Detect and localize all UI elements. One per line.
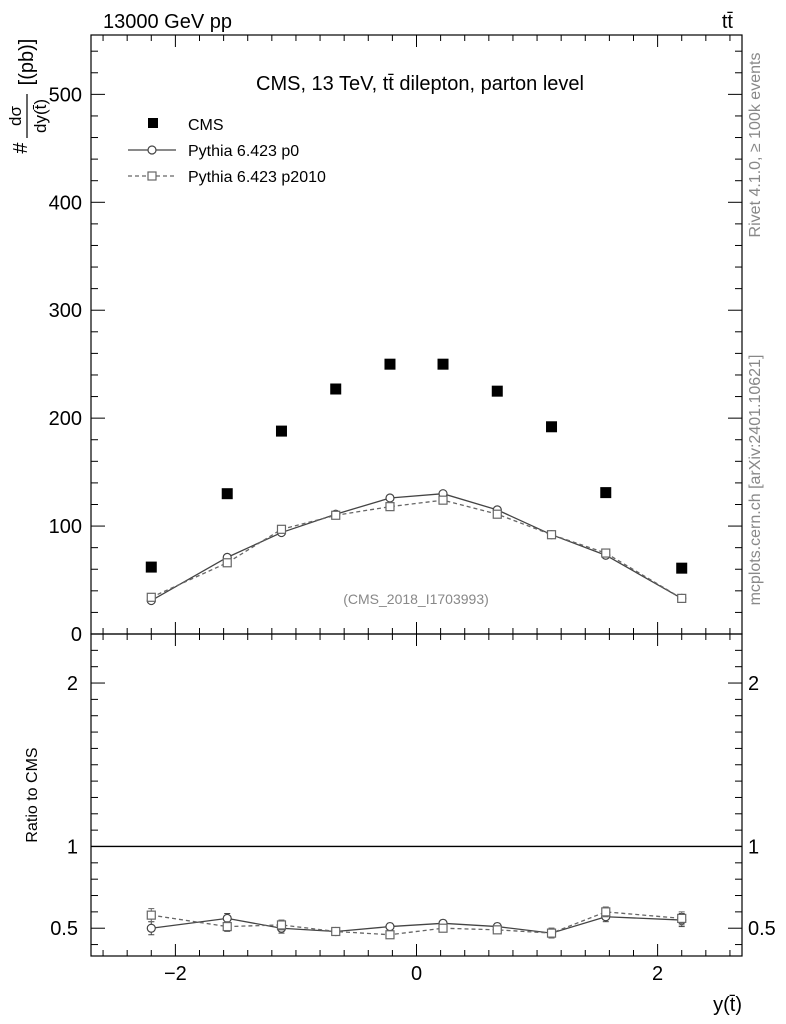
x-tick-label: 2 [652,963,663,985]
mc-p2010-point [276,524,287,534]
series-line-ratio-1 [151,911,682,936]
y-tick-label-ratio-right: 2 [748,673,759,695]
y-axis-label: # dσ dy(t̄) [(pb)] [6,39,50,154]
legend-p2010-label: Pythia 6.423 p2010 [188,169,326,186]
legend-p2010-marker [147,171,157,181]
mc-p0-ratio-point [385,921,395,932]
y-tick-label-main: 100 [49,516,82,538]
y-tick-label-main: 300 [49,300,82,322]
y-tick-label-ratio-right: 1 [748,836,759,858]
cms-data-point [676,562,688,574]
chart-title: CMS, 13 TeV, tt̄ dilepton, parton level [256,73,584,95]
mc-p2010-ratio-point [492,925,502,935]
cms-data-point [437,358,449,370]
mcplots-label: mcplots.cern.ch [arXiv:2401.10621] [747,355,764,606]
mc-p2010-ratio-point [276,920,287,930]
mc-p2010-ratio-point [146,910,156,920]
mc-p2010-ratio-point [222,921,232,932]
mc-p2010-ratio-point [677,913,687,924]
mc-p2010-point [222,558,232,568]
mc-p2010-point [146,592,156,602]
cms-data-point [221,488,233,500]
mc-p0-ratio-point [146,923,156,933]
legend: CMS Pythia 6.423 p0 Pythia 6.423 p2010 [128,117,326,186]
x-tick-label: −2 [164,963,187,985]
series-line-ratio-0 [151,916,682,934]
mc-p2010-point [331,510,341,520]
legend-cms-marker [148,118,158,128]
y-tick-label-main: 200 [49,408,82,430]
ratio-y-axis-label: Ratio to CMS [24,747,41,842]
mc-p2010-point [546,530,557,540]
cms-data-point [491,385,503,397]
y-tick-label-main: 0 [71,624,82,646]
cms-data-point [330,383,342,395]
energy-label: 13000 GeV pp [103,11,232,33]
ratio-plot-frame [90,633,743,957]
y-axis-label-unit: [(pb)] [16,39,38,86]
y-axis-label-denominator: dy(t̄) [31,99,50,133]
y-axis-label-prefix: # [10,142,32,154]
data-series [91,358,742,940]
mc-p2010-ratio-point [601,907,611,917]
mc-p0-point [385,493,395,503]
mc-p2010-point [492,509,502,519]
rivet-label: Rivet 4.1.0, ≥ 100k events [747,53,764,238]
axis-tick-labels: −2 0 2 0 100 200 300 400 500 0.5 0.5 1 1 2 2 [49,84,776,985]
mc-p2010-ratio-point [331,926,341,937]
y-axis-label-numerator: dσ [6,106,25,126]
legend-cms-label: CMS [188,117,224,134]
y-tick-label-ratio-left: 2 [67,673,78,695]
cms-data-point [384,358,396,370]
mc-p2010-point [677,593,687,603]
mc-p2010-ratio-point [438,923,448,933]
y-tick-label-main: 400 [49,192,82,214]
legend-p0-marker [147,145,157,155]
cms-data-point [546,421,558,433]
y-tick-label-ratio-right: 0.5 [748,918,776,940]
cms-data-point [600,487,612,499]
mc-p2010-point [385,502,395,512]
series-line-main-0 [150,493,683,602]
x-axis-label: y(t̄) [713,994,742,1016]
mc-p2010-point [438,495,448,505]
process-label: tt̄ [722,11,734,33]
series-line-main-1 [151,499,683,599]
cms-data-point [275,425,287,437]
y-tick-label-ratio-left: 0.5 [50,918,78,940]
mc-p2010-ratio-point [385,930,395,940]
analysis-watermark: (CMS_2018_I1703993) [343,591,489,607]
legend-p0-label: Pythia 6.423 p0 [188,143,299,160]
y-tick-label-ratio-left: 1 [67,836,78,858]
mc-p2010-ratio-point [546,928,557,938]
mc-p2010-point [601,548,611,558]
x-tick-label: 0 [411,963,422,985]
y-tick-label-main: 500 [49,84,82,106]
cms-data-point [145,561,157,573]
